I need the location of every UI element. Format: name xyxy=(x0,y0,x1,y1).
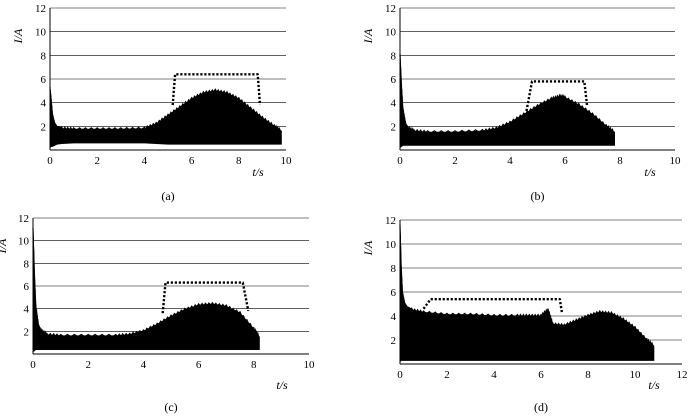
y-tick-label: 6 xyxy=(391,287,397,299)
y-axis-label: I/A xyxy=(361,240,375,256)
y-tick-label: 6 xyxy=(41,74,47,86)
y-axis-label: I/A xyxy=(361,28,375,44)
y-tick-label: 2 xyxy=(391,121,397,133)
x-tick-label: 4 xyxy=(142,155,148,167)
x-tick-label: 6 xyxy=(538,369,544,381)
x-tick-label: 10 xyxy=(281,155,293,167)
x-tick-label: 4 xyxy=(507,155,513,167)
x-axis-label: t/s xyxy=(276,378,288,392)
x-tick-label: 2 xyxy=(85,359,91,371)
x-tick-label: 0 xyxy=(30,359,36,371)
x-tick-label: 8 xyxy=(251,359,257,371)
x-tick-label: 8 xyxy=(617,155,623,167)
x-tick-label: 4 xyxy=(491,369,497,381)
x-axis-label: t/s xyxy=(648,378,660,392)
y-tick-label: 2 xyxy=(24,326,30,338)
y-tick-label: 2 xyxy=(391,335,397,347)
x-tick-label: 2 xyxy=(94,155,100,167)
panel-caption: (c) xyxy=(164,400,177,414)
y-tick-label: 10 xyxy=(385,27,397,39)
panel-caption: (d) xyxy=(534,400,548,414)
y-tick-label: 12 xyxy=(18,213,29,225)
y-tick-label: 12 xyxy=(385,215,396,227)
x-tick-label: 12 xyxy=(677,369,688,381)
x-tick-label: 10 xyxy=(304,359,316,371)
waveform-peak-edge xyxy=(399,53,615,135)
x-axis-label: t/s xyxy=(252,165,264,179)
x-axis-label: t/s xyxy=(644,165,656,179)
y-tick-label: 10 xyxy=(385,239,397,251)
x-tick-label: 2 xyxy=(452,155,458,167)
x-tick-label: 2 xyxy=(444,369,450,381)
y-tick-label: 6 xyxy=(391,74,397,86)
x-tick-label: 8 xyxy=(585,369,591,381)
current-waveform-band xyxy=(49,88,282,149)
chart-panel-d: 2 4 6 8 10 12 0 2 4 6 8 10 12 I/A t/s (d) xyxy=(361,215,688,414)
chart-panel-b: 2 4 6 8 10 12 0 2 4 6 8 10 I/A t/s (b) xyxy=(361,3,681,203)
y-tick-label: 2 xyxy=(41,121,47,133)
y-tick-label: 8 xyxy=(41,50,47,62)
x-tick-label: 0 xyxy=(47,155,53,167)
x-tick-label: 6 xyxy=(196,359,202,371)
x-tick-label: 4 xyxy=(141,359,147,371)
chart-panel-c: 2 4 6 8 10 12 0 2 4 6 8 10 I/A t/s (c) xyxy=(0,213,315,414)
y-tick-label: 10 xyxy=(35,27,47,39)
x-tick-label: 8 xyxy=(236,155,242,167)
dotted-reference-outline xyxy=(422,298,564,314)
x-tick-label: 6 xyxy=(189,155,195,167)
dotted-reference-outline xyxy=(525,80,589,112)
x-tick-label: 0 xyxy=(397,155,403,167)
y-tick-label: 12 xyxy=(35,3,46,15)
y-tick-label: 10 xyxy=(18,236,30,248)
y-tick-label: 12 xyxy=(385,3,396,15)
y-tick-label: 8 xyxy=(24,258,30,270)
y-tick-label: 6 xyxy=(24,281,30,293)
y-tick-label: 8 xyxy=(391,263,397,275)
y-tick-label: 4 xyxy=(41,98,47,110)
panel-caption: (b) xyxy=(531,189,545,203)
waveform-peak-edge xyxy=(49,86,281,132)
x-tick-label: 10 xyxy=(670,155,682,167)
y-axis-label: I/A xyxy=(11,28,25,44)
current-waveform-band xyxy=(32,229,260,353)
x-tick-label: 6 xyxy=(562,155,568,167)
panel-caption: (a) xyxy=(161,189,174,203)
y-tick-label: 4 xyxy=(24,304,30,316)
waveform-peak-edge xyxy=(32,227,260,338)
waveform-peak-edge xyxy=(399,224,654,347)
y-tick-label: 4 xyxy=(391,311,397,323)
y-tick-label: 4 xyxy=(391,98,397,110)
y-axis-label: I/A xyxy=(0,238,9,254)
x-tick-label: 10 xyxy=(630,369,642,381)
x-tick-label: 0 xyxy=(397,369,403,381)
dotted-reference-outline xyxy=(161,281,250,314)
current-waveform-band xyxy=(399,55,615,149)
y-tick-label: 8 xyxy=(391,50,397,62)
chart-panel-a: 2 4 6 8 10 12 0 2 4 6 8 10 I/A t/s (a) xyxy=(11,3,292,203)
current-waveform-band xyxy=(399,225,655,363)
dotted-reference-outline xyxy=(171,73,262,106)
